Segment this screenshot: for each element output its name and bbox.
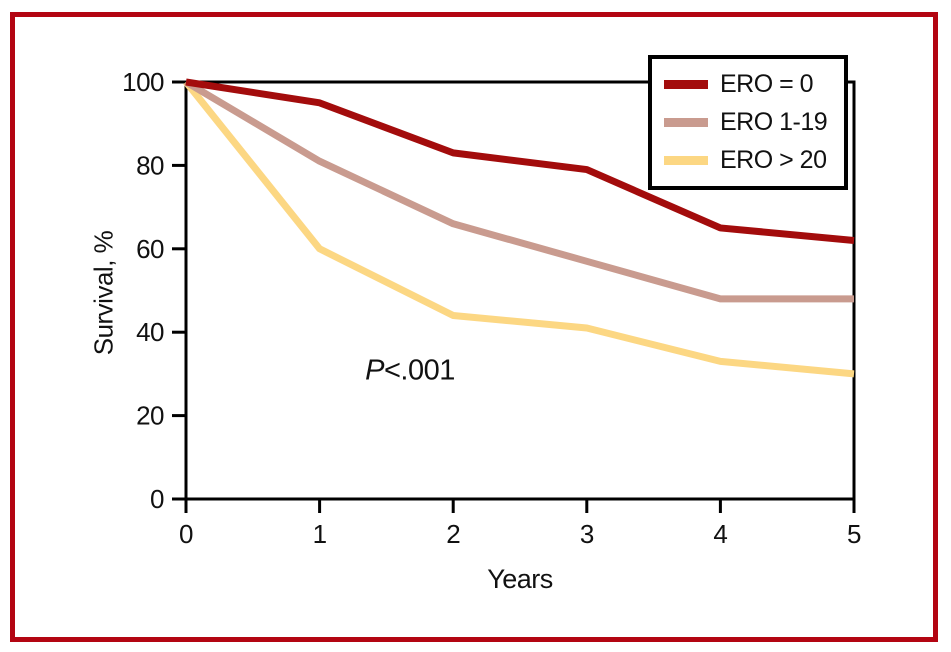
x-axis-title: Years (487, 564, 553, 594)
p-value-annotation: P<.001 (365, 355, 455, 388)
x-tick-label-0: 0 (179, 519, 193, 549)
axis-tick-labels: 0 20 40 60 80 100 0 1 2 3 4 5 (122, 67, 861, 549)
legend-swatch-ero-0 (664, 79, 708, 89)
y-tick-label-60: 60 (136, 234, 164, 264)
legend-label-ero-0: ERO = 0 (720, 69, 814, 98)
plot-frame (184, 80, 856, 501)
axis-ticks (172, 80, 856, 513)
y-tick-label-20: 20 (136, 401, 164, 431)
x-tick-label-5: 5 (847, 519, 861, 549)
legend-item-ero-0: ERO = 0 (652, 70, 844, 99)
legend: ERO = 0 ERO 1-19 ERO > 20 (648, 55, 848, 190)
legend-swatch-ero-1-19 (664, 117, 708, 127)
legend-label-ero-20: ERO > 20 (720, 146, 827, 175)
y-tick-label-80: 80 (136, 150, 164, 180)
p-symbol: P (365, 354, 384, 387)
curve-ero-20 (183, 79, 855, 378)
figure-border (10, 12, 938, 642)
y-tick-label-0: 0 (150, 484, 164, 514)
curve-ero-0 (185, 78, 855, 244)
x-tick-label-2: 2 (446, 519, 460, 549)
y-axis-title: Survival, % (88, 230, 119, 356)
legend-item-ero-20: ERO > 20 (652, 146, 844, 175)
legend-label-ero-1-19: ERO 1-19 (720, 107, 828, 136)
p-value-text: <.001 (383, 354, 455, 387)
plot-box (184, 80, 856, 501)
x-tick-label-1: 1 (313, 519, 327, 549)
legend-item-ero-1-19: ERO 1-19 (652, 108, 844, 137)
x-tick-label-3: 3 (580, 519, 594, 549)
curve-ero-1-19 (184, 78, 854, 303)
y-tick-label-40: 40 (136, 317, 164, 347)
survival-curves (183, 78, 855, 378)
y-tick-label-100: 100 (122, 67, 164, 97)
legend-swatch-ero-20 (664, 156, 708, 166)
x-tick-label-4: 4 (713, 519, 727, 549)
